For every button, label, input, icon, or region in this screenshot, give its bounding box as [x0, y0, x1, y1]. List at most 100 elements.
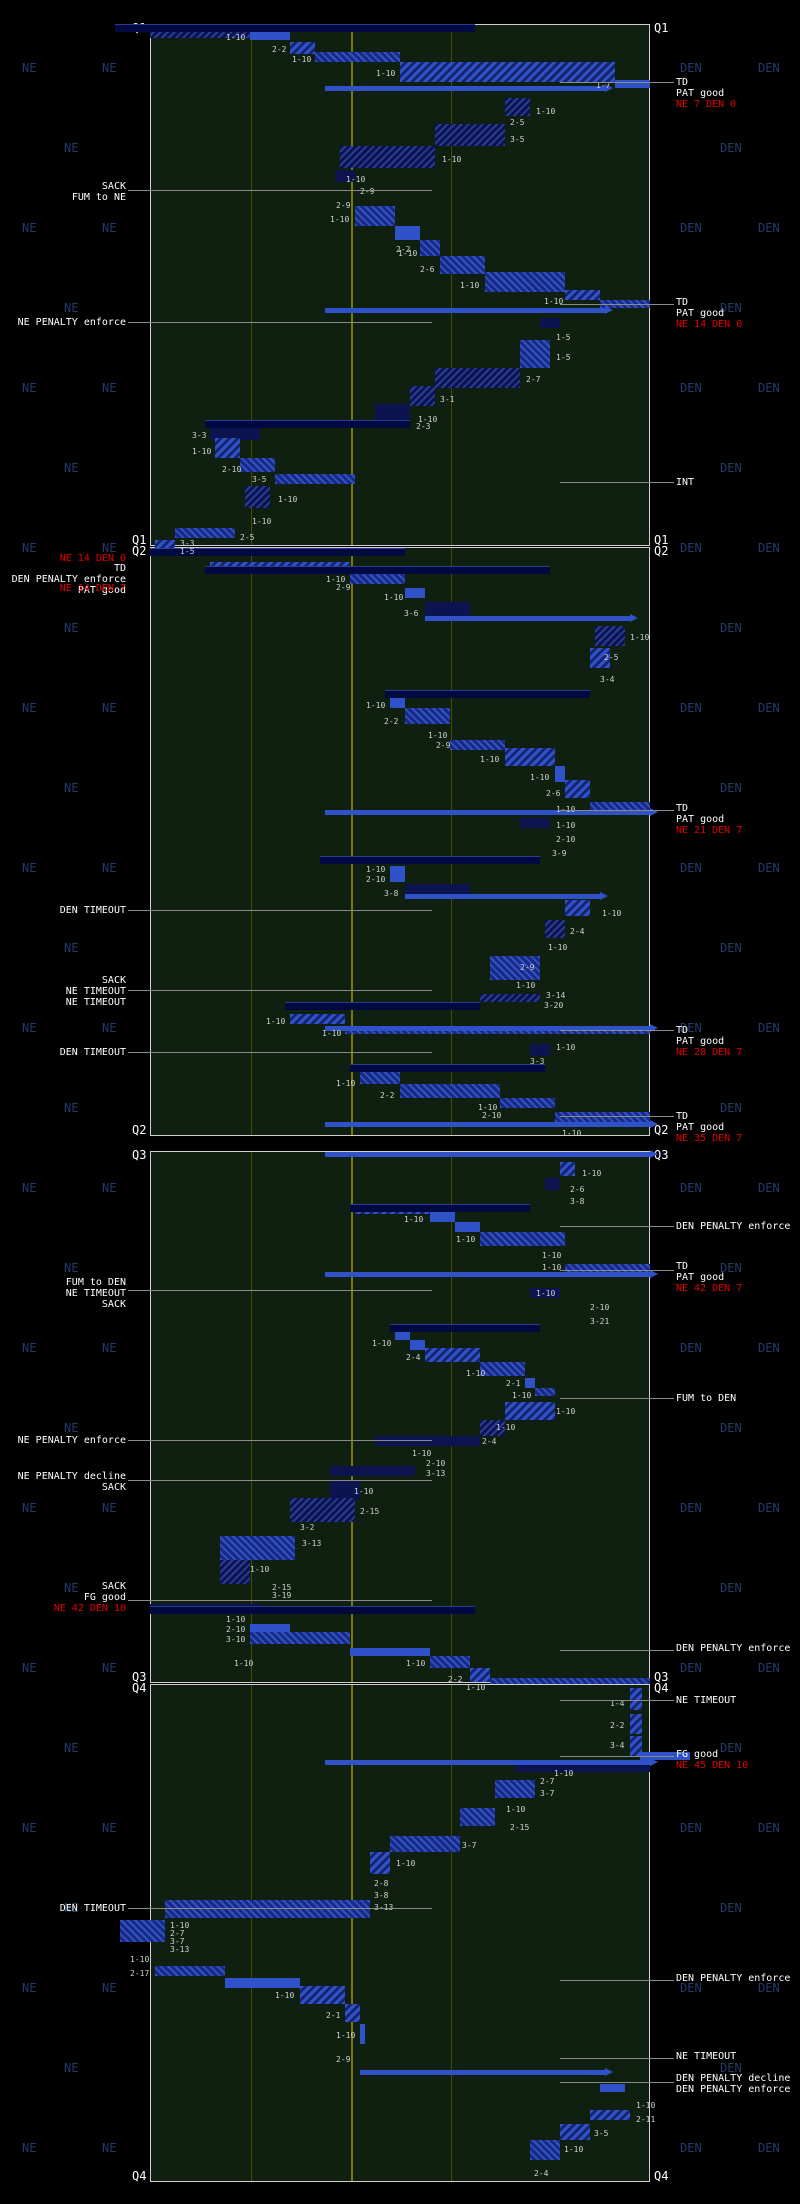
field-q3: [150, 1151, 650, 1683]
team-watermark: DEN: [680, 701, 702, 715]
down-distance-label: 2-9: [336, 2055, 351, 2064]
drive-arrow: [325, 86, 605, 91]
drive-arrow: [405, 894, 600, 899]
down-distance-label: 1-10: [346, 175, 366, 184]
play-bar: [490, 956, 540, 980]
down-distance-label: 1-10: [542, 1251, 562, 1260]
down-distance-label: 1-10: [556, 1043, 576, 1052]
down-distance-label: 2-7: [170, 1929, 185, 1938]
play-bar: [500, 1098, 555, 1108]
arrow-head-icon: [650, 808, 658, 816]
leader-line: [560, 82, 674, 83]
event-annotation: TD: [676, 77, 689, 88]
play-bar: [590, 802, 650, 812]
event-annotation: FUM to NE: [71, 192, 126, 203]
down-distance-label: 1-10: [170, 1921, 190, 1930]
play-bar: [565, 780, 590, 798]
team-watermark: NE: [64, 1101, 79, 1115]
down-distance-label: 1-10: [496, 1423, 516, 1432]
drive-line: [205, 566, 550, 574]
event-annotation: NE TIMEOUT: [676, 1695, 737, 1706]
team-watermark: NE: [22, 1981, 37, 1995]
event-annotation: DEN TIMEOUT: [59, 1903, 126, 1914]
down-distance-label: 2-2: [384, 717, 399, 726]
play-bar: [430, 1212, 455, 1222]
team-watermark: DEN: [680, 1501, 702, 1515]
team-watermark: DEN: [758, 381, 780, 395]
team-watermark: NE: [102, 861, 117, 875]
arrow-head-icon: [650, 1024, 658, 1032]
team-watermark: NE: [22, 1341, 37, 1355]
play-bar: [505, 748, 555, 766]
leader-line: [560, 1980, 674, 1981]
down-distance-label: 1-10: [322, 1029, 342, 1038]
down-distance-label: 1-5: [180, 547, 195, 556]
down-distance-label: 1-10: [278, 495, 298, 504]
score-label: NE 7 DEN 0: [676, 99, 737, 110]
team-watermark: DEN: [758, 1501, 780, 1515]
team-watermark: NE: [64, 1741, 79, 1755]
team-watermark: DEN: [720, 461, 742, 475]
play-bar: [405, 884, 470, 894]
play-bar: [630, 1736, 642, 1756]
arrow-head-icon: [605, 84, 613, 92]
down-distance-label: 1-10: [442, 155, 462, 164]
down-distance-label: 1-7: [596, 81, 611, 90]
down-distance-label: 1-10: [480, 755, 500, 764]
team-watermark: NE: [102, 1501, 117, 1515]
yard-line: [251, 1152, 252, 1682]
team-watermark: DEN: [720, 781, 742, 795]
event-annotation: TD: [676, 1111, 689, 1122]
down-distance-label: 1-10: [460, 281, 480, 290]
play-bar: [315, 52, 400, 62]
leader-line: [128, 322, 432, 323]
down-distance-label: 1-10: [275, 1991, 295, 2000]
leader-line: [128, 990, 432, 991]
play-bar: [360, 2024, 365, 2044]
play-bar: [290, 42, 315, 54]
down-distance-label: 2-4: [482, 1437, 497, 1446]
event-annotation: SACK: [101, 1581, 126, 1592]
team-watermark: NE: [102, 1181, 117, 1195]
team-watermark: DEN: [720, 2061, 742, 2075]
event-annotation: TD: [676, 1025, 689, 1036]
down-distance-label: 2-10: [222, 465, 242, 474]
arrow-head-icon: [650, 1270, 658, 1278]
yard-line: [451, 1685, 452, 2181]
down-distance-label: 2-11: [636, 2115, 656, 2124]
team-watermark: DEN: [680, 1821, 702, 1835]
yard-line: [451, 25, 452, 545]
down-distance-label: 1-10: [548, 943, 568, 952]
play-bar: [560, 1162, 575, 1176]
down-distance-label: 1-10: [192, 447, 212, 456]
down-distance-label: 1-10: [330, 215, 350, 224]
leader-line: [128, 1440, 432, 1441]
yard-line: [251, 1685, 252, 2181]
down-distance-label: 3-7: [462, 1841, 477, 1850]
down-distance-label: 1-10: [466, 1683, 486, 1692]
yard-line: [451, 1152, 452, 1682]
event-annotation: SACK: [101, 975, 126, 986]
down-distance-label: 2-10: [366, 875, 386, 884]
down-distance-label: 1-10: [512, 1391, 532, 1400]
play-bar: [505, 1402, 555, 1420]
team-watermark: DEN: [758, 61, 780, 75]
play-bar: [545, 920, 565, 938]
event-annotation: TD: [676, 803, 689, 814]
event-annotation: SACK: [101, 1299, 126, 1310]
team-watermark: NE: [64, 1581, 79, 1595]
quarter-label: Q3: [132, 1148, 147, 1162]
play-bar: [210, 428, 260, 440]
team-watermark: DEN: [720, 621, 742, 635]
down-distance-label: 3-8: [570, 1197, 585, 1206]
drive-arrow: [325, 1152, 650, 1157]
down-distance-label: 1-10: [602, 909, 622, 918]
quarter-label: Q3: [132, 1670, 147, 1684]
team-watermark: NE: [64, 781, 79, 795]
play-bar: [560, 2124, 590, 2140]
leader-line: [560, 1270, 674, 1271]
play-bar: [505, 98, 530, 116]
team-watermark: DEN: [720, 1101, 742, 1115]
team-watermark: NE: [102, 1821, 117, 1835]
drive-arrow: [425, 616, 630, 621]
